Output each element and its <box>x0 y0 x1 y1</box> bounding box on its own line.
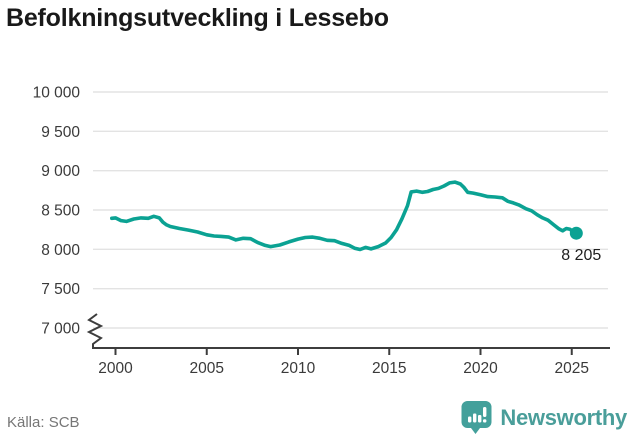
y-axis-tick-label: 10 000 <box>33 85 81 102</box>
x-axis-tick-label: 2005 <box>190 360 224 377</box>
newsworthy-logo: Newsworthy <box>460 400 627 435</box>
y-axis-tick-label: 8 000 <box>41 242 80 259</box>
x-axis-tick-label: 2010 <box>281 360 316 377</box>
newsworthy-logo-icon <box>461 401 492 434</box>
last-value-label: 8 205 <box>561 247 601 264</box>
y-axis-tick-label: 7 000 <box>41 321 80 338</box>
population-series-line <box>110 180 579 252</box>
x-axis-tick-label: 2025 <box>555 360 589 377</box>
y-axis-tick-label: 7 500 <box>41 281 80 298</box>
y-axis-tick-label: 9 500 <box>41 124 80 141</box>
y-axis-tick-label: 8 500 <box>41 203 80 220</box>
x-axis-tick-label: 2020 <box>463 360 498 377</box>
page-title: Befolkningsutveckling i Lessebo <box>6 4 389 32</box>
x-axis-tick-label: 2000 <box>98 360 133 377</box>
last-value-marker <box>569 226 583 240</box>
y-axis-tick-label: 9 000 <box>41 163 80 180</box>
newsworthy-logo-text: Newsworthy <box>500 404 627 430</box>
x-axis-tick-label: 2015 <box>372 360 406 377</box>
source-label: Källa: SCB <box>7 414 80 431</box>
axis-break-icon <box>86 313 104 349</box>
